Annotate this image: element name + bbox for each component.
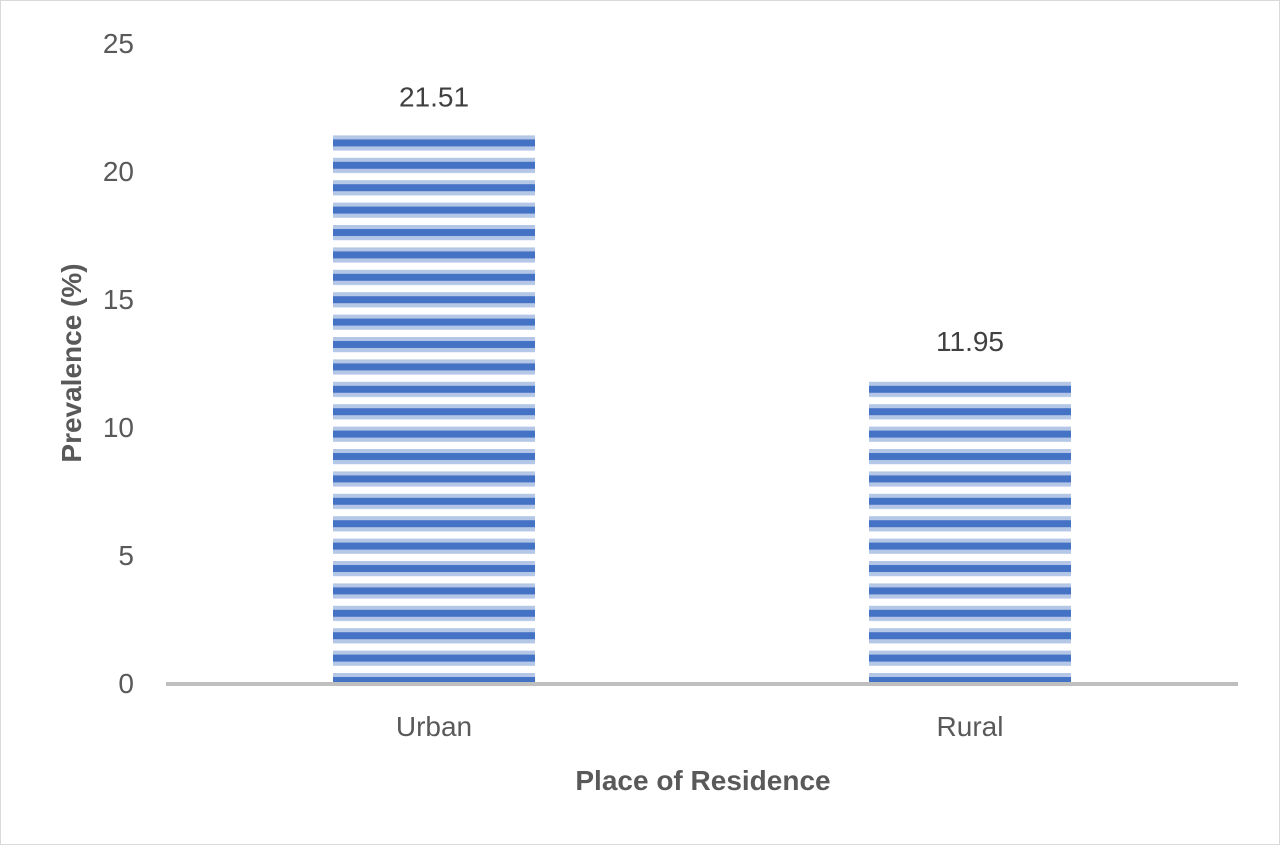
y-tick-label: 0 — [118, 668, 134, 699]
y-tick-label: 5 — [118, 540, 134, 571]
data-label-urban: 21.51 — [399, 81, 469, 112]
y-axis-title: Prevalence (%) — [56, 263, 87, 462]
x-tick-label-rural: Rural — [937, 711, 1004, 742]
bars-group — [333, 132, 1071, 683]
y-tick-label: 10 — [103, 412, 134, 443]
y-tick-label: 20 — [103, 156, 134, 187]
x-axis-ticks: Urban Rural — [396, 711, 1004, 742]
data-labels-group: 21.51 11.95 — [399, 81, 1004, 357]
y-axis-ticks: 0 5 10 15 20 25 — [103, 28, 134, 699]
x-tick-label-urban: Urban — [396, 711, 472, 742]
bar-urban — [333, 132, 535, 683]
y-tick-label: 15 — [103, 284, 134, 315]
bar-rural — [869, 377, 1071, 683]
data-label-rural: 11.95 — [936, 326, 1004, 357]
y-tick-label: 25 — [103, 28, 134, 59]
x-axis-title: Place of Residence — [575, 765, 830, 796]
